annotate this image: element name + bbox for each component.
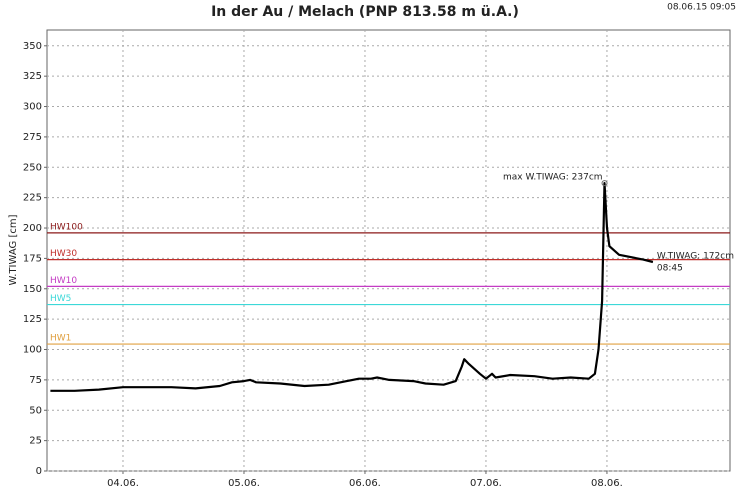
last-time: 08:45 [657, 264, 683, 274]
y-tick-label: 275 [23, 132, 42, 143]
y-tick-label: 250 [23, 162, 42, 173]
threshold-label: HW5 [50, 294, 71, 304]
y-tick-label: 50 [29, 405, 42, 416]
x-tick-label: 08.06. [591, 478, 623, 489]
x-tick-label: 06.06. [349, 478, 381, 489]
max-annotation: max W.TIWAG: 237cm [503, 173, 603, 183]
timestamp: 08.06.15 09:05 [667, 3, 736, 13]
threshold-label: HW1 [50, 334, 71, 344]
x-tick-label: 07.06. [470, 478, 502, 489]
y-tick-label: 0 [36, 466, 42, 477]
x-tick-label: 05.06. [228, 478, 260, 489]
threshold-label: HW10 [50, 276, 77, 286]
data-line [50, 182, 654, 392]
y-tick-label: 350 [23, 41, 42, 52]
y-tick-label: 225 [23, 193, 42, 204]
x-tick-label: 04.06. [107, 478, 139, 489]
y-tick-label: 175 [23, 253, 42, 264]
last-annotation: W.TIWAG: 172cm [657, 252, 734, 262]
y-tick-label: 200 [23, 223, 42, 234]
max-marker [601, 180, 608, 187]
y-axis-label: W.TIWAG [cm] [8, 214, 19, 285]
y-tick-label: 300 [23, 102, 42, 113]
y-tick-label: 150 [23, 284, 42, 295]
threshold-label: HW100 [50, 222, 83, 232]
y-tick-label: 100 [23, 345, 42, 356]
y-tick-label: 75 [29, 375, 42, 386]
plot-frame [46, 29, 731, 472]
y-tick-label: 325 [23, 71, 42, 82]
chart-title: In der Au / Melach (PNP 813.58 m ü.A.) [211, 4, 519, 20]
y-tick-label: 125 [23, 314, 42, 325]
y-tick-label: 25 [29, 436, 42, 447]
threshold-label: HW30 [50, 249, 77, 259]
